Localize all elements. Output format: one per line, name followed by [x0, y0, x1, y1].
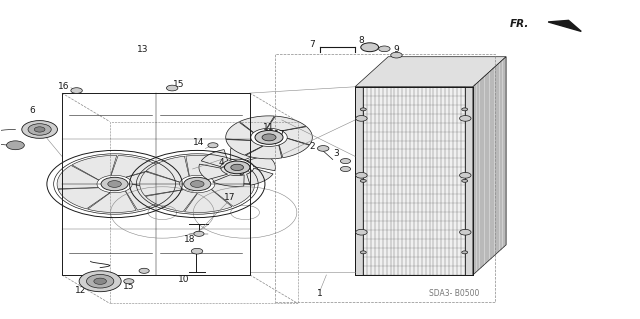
Circle shape	[79, 271, 121, 292]
Circle shape	[356, 115, 367, 121]
Polygon shape	[246, 155, 275, 171]
Text: FR.: FR.	[509, 19, 529, 28]
Polygon shape	[146, 156, 189, 182]
Circle shape	[194, 231, 204, 236]
Circle shape	[184, 177, 211, 191]
Bar	[355, 87, 364, 275]
Circle shape	[262, 134, 276, 141]
Text: 1: 1	[317, 289, 323, 298]
Polygon shape	[211, 182, 255, 206]
Polygon shape	[205, 162, 255, 184]
Circle shape	[461, 108, 468, 111]
Polygon shape	[145, 190, 198, 212]
Circle shape	[361, 43, 379, 52]
Polygon shape	[57, 165, 99, 189]
Polygon shape	[279, 138, 309, 158]
Polygon shape	[201, 150, 228, 167]
Circle shape	[340, 159, 351, 164]
Polygon shape	[58, 188, 110, 209]
Circle shape	[6, 141, 24, 150]
Text: 18: 18	[184, 235, 196, 244]
Circle shape	[22, 121, 58, 138]
Text: 13: 13	[137, 45, 148, 54]
Polygon shape	[355, 57, 506, 87]
Circle shape	[191, 181, 204, 187]
Circle shape	[379, 46, 390, 52]
Text: 10: 10	[178, 275, 189, 284]
Polygon shape	[473, 57, 506, 275]
Circle shape	[86, 274, 114, 288]
Circle shape	[460, 173, 471, 178]
Text: 16: 16	[58, 82, 70, 91]
Circle shape	[108, 181, 122, 187]
Circle shape	[71, 88, 83, 93]
Circle shape	[317, 145, 329, 151]
Polygon shape	[72, 155, 116, 180]
Polygon shape	[186, 155, 233, 176]
Text: 8: 8	[358, 36, 364, 45]
Polygon shape	[230, 148, 262, 160]
Text: 11: 11	[263, 123, 275, 132]
Circle shape	[35, 127, 45, 132]
Text: 5: 5	[239, 168, 244, 177]
Bar	[62, 93, 250, 275]
Circle shape	[460, 115, 471, 121]
Polygon shape	[282, 127, 312, 145]
Circle shape	[360, 108, 366, 111]
Circle shape	[225, 161, 250, 174]
Polygon shape	[246, 145, 282, 159]
Text: 3: 3	[333, 149, 339, 158]
Text: 17: 17	[274, 130, 285, 139]
Circle shape	[360, 251, 366, 254]
Circle shape	[166, 85, 178, 91]
Text: 9: 9	[394, 45, 399, 54]
Circle shape	[101, 177, 128, 191]
Circle shape	[356, 173, 367, 178]
Polygon shape	[126, 167, 172, 191]
Circle shape	[461, 179, 468, 182]
Polygon shape	[88, 191, 136, 212]
Circle shape	[460, 229, 471, 235]
Text: 12: 12	[76, 286, 87, 295]
Polygon shape	[184, 189, 232, 212]
Circle shape	[94, 278, 106, 284]
Polygon shape	[246, 168, 273, 185]
Circle shape	[391, 52, 402, 58]
Text: 14: 14	[193, 137, 205, 147]
Text: 6: 6	[29, 106, 35, 115]
Polygon shape	[140, 172, 184, 196]
Circle shape	[231, 164, 244, 171]
Circle shape	[340, 167, 351, 172]
Bar	[465, 87, 473, 275]
Polygon shape	[226, 139, 263, 155]
Circle shape	[360, 179, 366, 182]
Polygon shape	[125, 184, 170, 210]
Circle shape	[356, 229, 367, 235]
Circle shape	[124, 279, 134, 284]
Bar	[364, 87, 465, 275]
Circle shape	[255, 130, 283, 144]
Polygon shape	[239, 116, 275, 133]
Circle shape	[28, 124, 51, 135]
Text: SDA3- B0500: SDA3- B0500	[429, 289, 479, 298]
Text: 7: 7	[309, 40, 315, 48]
Text: 4: 4	[218, 158, 224, 167]
Polygon shape	[548, 20, 581, 32]
Polygon shape	[267, 116, 306, 131]
Polygon shape	[212, 175, 244, 186]
Polygon shape	[199, 164, 228, 180]
Text: 17: 17	[224, 193, 236, 202]
Circle shape	[139, 268, 149, 273]
Text: 2: 2	[310, 142, 315, 151]
Circle shape	[208, 143, 218, 148]
Text: 15: 15	[173, 80, 184, 89]
Polygon shape	[111, 156, 161, 177]
Circle shape	[191, 249, 203, 254]
Bar	[109, 122, 298, 303]
Polygon shape	[226, 122, 253, 140]
Circle shape	[461, 251, 468, 254]
Text: 15: 15	[123, 282, 134, 292]
